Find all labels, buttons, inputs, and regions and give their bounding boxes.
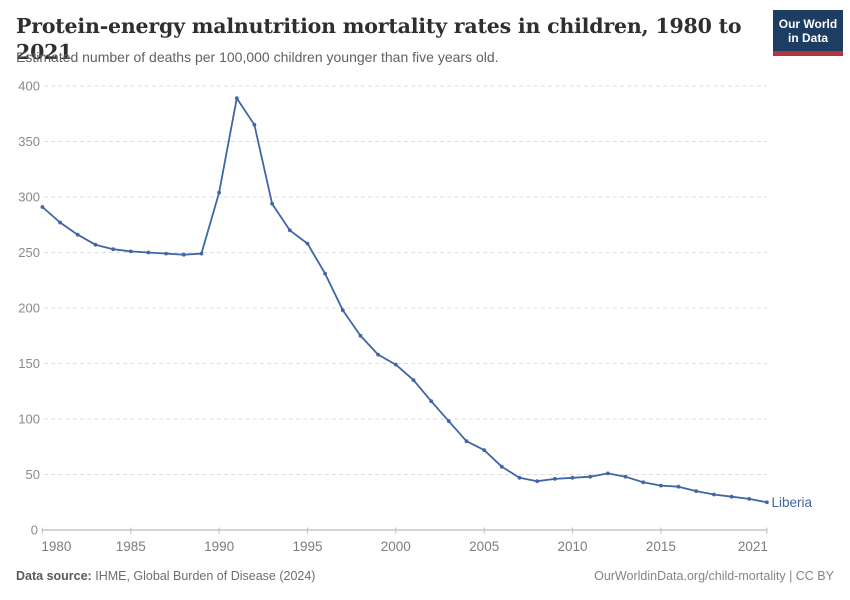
- data-point: [164, 251, 169, 256]
- y-axis-tick-label: 0: [31, 523, 38, 538]
- x-axis-tick-label: 1995: [292, 539, 322, 554]
- x-axis-tick-label: 2000: [381, 539, 411, 554]
- data-point: [75, 232, 80, 237]
- data-point: [464, 439, 469, 444]
- x-axis-tick-label: 1990: [204, 539, 234, 554]
- data-point: [234, 96, 239, 101]
- x-axis-tick-label: 1985: [116, 539, 146, 554]
- data-point: [181, 252, 186, 257]
- data-point: [323, 271, 327, 276]
- x-axis-tick-label: 2005: [469, 539, 499, 554]
- data-point: [535, 479, 540, 484]
- data-point: [729, 494, 734, 499]
- data-point: [340, 308, 345, 313]
- data-point: [553, 477, 557, 481]
- data-point: [446, 419, 451, 424]
- data-point: [287, 228, 292, 233]
- x-axis-tick-label: 2015: [646, 539, 676, 554]
- chart-footer: Data source: IHME, Global Burden of Dise…: [16, 568, 834, 584]
- data-point: [411, 378, 416, 382]
- y-axis-tick-label: 100: [18, 412, 40, 427]
- data-point: [765, 500, 769, 505]
- data-point: [712, 492, 716, 497]
- data-point: [517, 475, 522, 480]
- y-axis-tick-label: 200: [18, 301, 40, 316]
- x-axis-tick-label: 2021: [738, 539, 768, 554]
- data-source-value: IHME, Global Burden of Disease (2024): [95, 569, 316, 583]
- data-point: [111, 247, 115, 252]
- data-point: [588, 474, 593, 479]
- data-point: [270, 201, 274, 206]
- data-point: [747, 497, 752, 501]
- line-chart-canvas: 0 50 100 150 200 250 300 350 400 1980 1985 1990 1995…: [18, 79, 813, 555]
- data-point: [358, 333, 363, 338]
- data-point: [641, 480, 646, 485]
- data-point: [482, 448, 487, 452]
- owid-logo: Our World in Data: [773, 10, 843, 56]
- data-point: [429, 399, 434, 404]
- data-point: [393, 362, 398, 367]
- data-point: [93, 242, 98, 247]
- data-point: [58, 220, 62, 225]
- data-source: Data source: IHME, Global Burden of Dise…: [16, 568, 315, 584]
- data-point: [676, 484, 681, 489]
- data-point: [305, 241, 310, 246]
- data-point: [694, 489, 699, 493]
- chart-subtitle: Estimated number of deaths per 100,000 c…: [16, 49, 499, 65]
- data-source-label: Data source:: [16, 569, 92, 583]
- data-point: [570, 475, 575, 480]
- data-point: [659, 483, 663, 488]
- series-end-label: Liberia: [772, 495, 813, 510]
- y-axis-tick-label: 400: [18, 79, 40, 94]
- data-point: [199, 251, 204, 256]
- data-point: [623, 474, 628, 479]
- liberia-line: [41, 97, 768, 504]
- credit-text: OurWorldinData.org/child-mortality | CC …: [594, 569, 834, 583]
- data-point: [252, 122, 257, 127]
- x-axis-tick-label: 2010: [557, 539, 587, 554]
- x-axis-tick-label: 1980: [41, 539, 71, 554]
- data-point: [217, 190, 222, 195]
- y-axis-tick-label: 300: [18, 190, 40, 205]
- owid-logo-line2: in Data: [787, 31, 828, 45]
- y-axis-tick-label: 50: [26, 467, 40, 482]
- data-point: [40, 205, 45, 209]
- data-point: [499, 464, 504, 469]
- y-axis-tick-label: 350: [18, 134, 40, 149]
- owid-logo-line1: Our World: [778, 17, 838, 31]
- y-axis-tick-label: 150: [18, 356, 40, 371]
- data-point: [606, 471, 610, 476]
- y-axis-tick-label: 250: [18, 245, 40, 260]
- data-point: [128, 249, 133, 254]
- data-point: [146, 250, 151, 255]
- data-point: [376, 352, 380, 357]
- chart-title: Protein-energy malnutrition mortality ra…: [16, 14, 742, 64]
